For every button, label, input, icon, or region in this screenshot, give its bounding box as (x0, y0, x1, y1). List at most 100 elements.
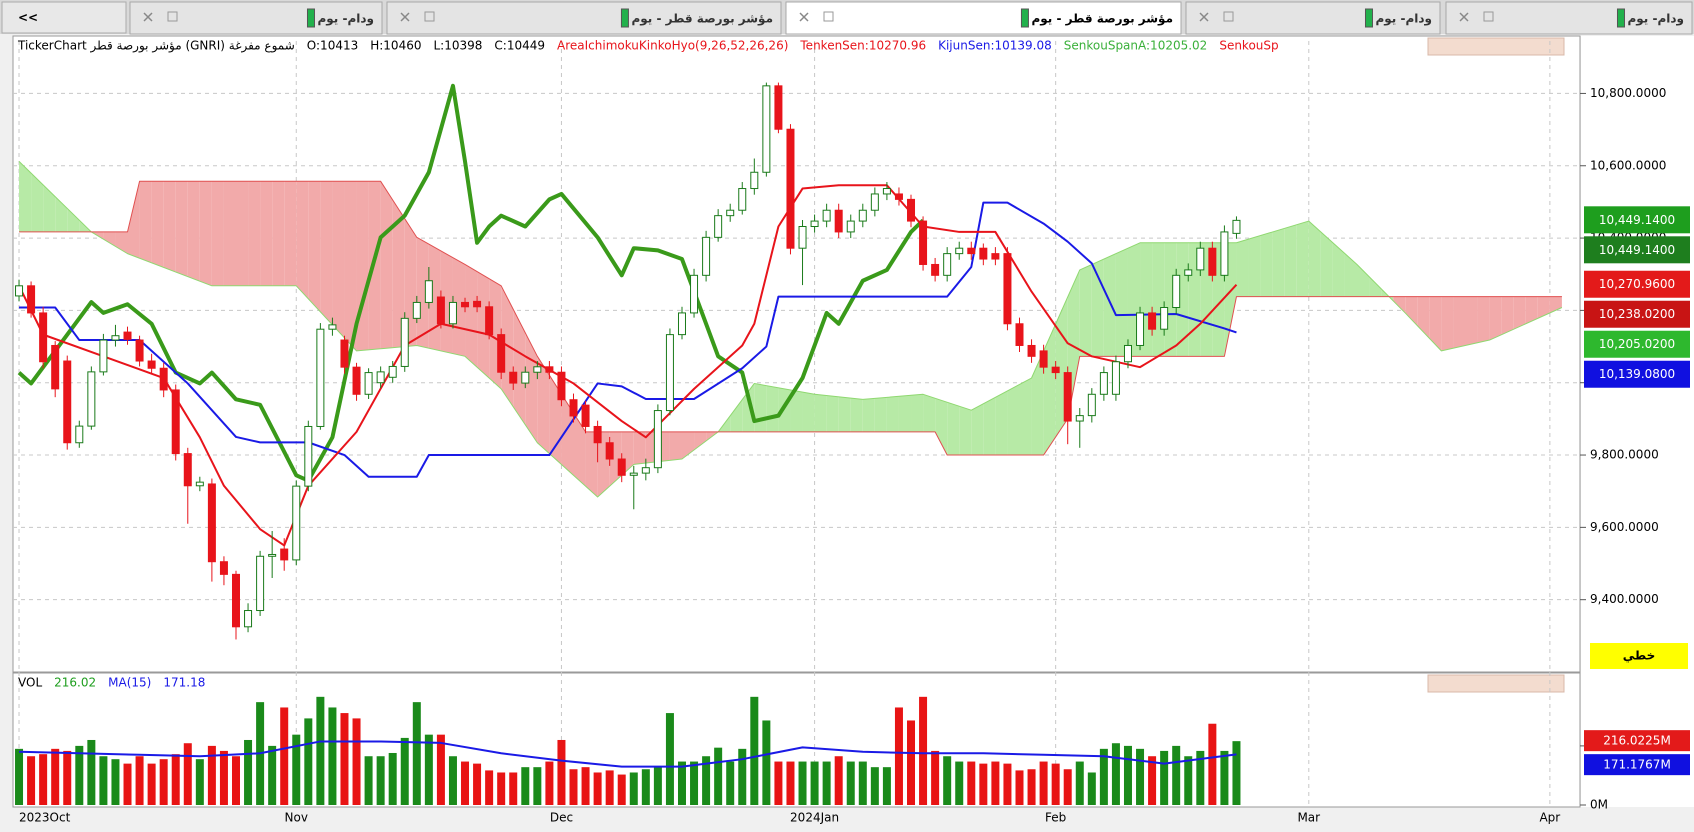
cloud (1296, 221, 1309, 297)
volume-bar (1111, 743, 1120, 805)
mode-label-box[interactable] (1590, 643, 1688, 669)
tab[interactable] (1185, 1, 1441, 35)
cloud (1344, 253, 1358, 297)
tab-label: مؤشر بورصة قطر - يوم (631, 12, 773, 27)
cloud (260, 181, 273, 286)
cloud (1320, 231, 1333, 297)
toolbar[interactable] (1427, 674, 1565, 693)
back-button[interactable] (1, 1, 127, 34)
candle-body (509, 371, 518, 384)
volume-bar (304, 718, 313, 805)
tab[interactable] (1445, 1, 1693, 35)
candle-body (1015, 323, 1024, 346)
candle-body (231, 573, 240, 628)
volume-bar (328, 707, 337, 805)
info-text: AreaIchimokuKinkoHyo(9,26,52,26,26) (557, 39, 788, 53)
candle-body (1220, 231, 1229, 276)
cloud (1236, 239, 1249, 297)
cloud (284, 181, 297, 286)
y-tick-label: 0M (1590, 798, 1608, 812)
cloud (1453, 296, 1466, 349)
candle-body (388, 365, 397, 378)
back-button-label[interactable]: << (18, 11, 38, 25)
price-tag-label: 10,238.0200 (1599, 307, 1675, 321)
candle-body (931, 263, 940, 276)
candle-body (1123, 344, 1132, 363)
cloud (344, 181, 357, 351)
volume-bar (1063, 769, 1072, 805)
cloud (19, 161, 32, 232)
candle-body (870, 193, 879, 211)
candle-body (256, 555, 265, 612)
cloud (886, 396, 899, 432)
cloud (537, 356, 550, 454)
tab[interactable] (386, 1, 782, 35)
cloud (380, 181, 393, 349)
volume-bar (931, 750, 940, 805)
y-tick-label: 10,600.0000 (1590, 158, 1666, 172)
candle-body (473, 300, 482, 308)
toolbar[interactable] (1427, 37, 1565, 56)
candle-body (1087, 393, 1096, 417)
volume-bar (111, 759, 120, 805)
tab-close[interactable] (1459, 12, 1469, 22)
tab-close[interactable] (400, 12, 410, 22)
volume-bar (653, 767, 662, 805)
tab-icon (823, 11, 834, 22)
candle-body (280, 548, 289, 561)
volume-bar (870, 767, 879, 805)
volume-bar (726, 761, 735, 805)
price-tag-label: 10,205.0200 (1599, 337, 1675, 351)
cloud (440, 250, 453, 354)
volume-bar (533, 767, 542, 805)
volume-bar (376, 756, 385, 805)
tab-close[interactable] (799, 12, 809, 22)
mode-label[interactable]: خطي (1623, 649, 1655, 663)
tab-badge (1020, 8, 1029, 28)
candle-body (1160, 307, 1169, 330)
cloud (332, 181, 345, 338)
cloud (151, 181, 164, 268)
candle-body (400, 317, 409, 367)
tab-icon (424, 11, 435, 22)
candle-body (882, 188, 891, 195)
candle-body (991, 253, 1000, 260)
candle-body (665, 334, 674, 412)
candle-body (244, 610, 253, 628)
candle-body (159, 367, 168, 391)
tab-close[interactable] (1199, 12, 1209, 22)
volume-bar (99, 756, 108, 805)
tab-badge (1364, 8, 1373, 28)
cloud (139, 181, 152, 263)
candle-body (846, 220, 855, 233)
x-tick-label: Dec (550, 811, 573, 825)
cloud (1357, 264, 1370, 297)
candle-body (27, 285, 36, 314)
info-text: MA(15) (108, 676, 151, 690)
candle-body (111, 335, 120, 341)
candle-body (183, 453, 192, 487)
candle-body (424, 280, 433, 303)
info-text: TenkenSen:10270.96 (799, 39, 926, 53)
price-tag-label: 216.0225M (1603, 734, 1671, 748)
volume-bar (171, 754, 180, 805)
info-text: SenkouSp (1219, 39, 1278, 53)
candle-body (1172, 274, 1181, 309)
candle-body (798, 226, 807, 249)
tab[interactable] (785, 1, 1182, 35)
cloud (898, 395, 912, 432)
tab[interactable] (129, 1, 383, 35)
tab-close[interactable] (143, 12, 153, 22)
candle-body (364, 372, 373, 395)
x-tick-label: Mar (1297, 811, 1320, 825)
price-tag (1584, 730, 1690, 752)
volume-bar (907, 720, 916, 805)
volume-bar (1136, 748, 1145, 805)
axis-area (1581, 36, 1694, 807)
volume-bar (412, 702, 421, 805)
candle-body (1075, 415, 1084, 422)
volume-bar (738, 748, 747, 805)
cloud (199, 181, 212, 286)
candle-body (461, 301, 470, 308)
volume-bar (1087, 772, 1096, 805)
